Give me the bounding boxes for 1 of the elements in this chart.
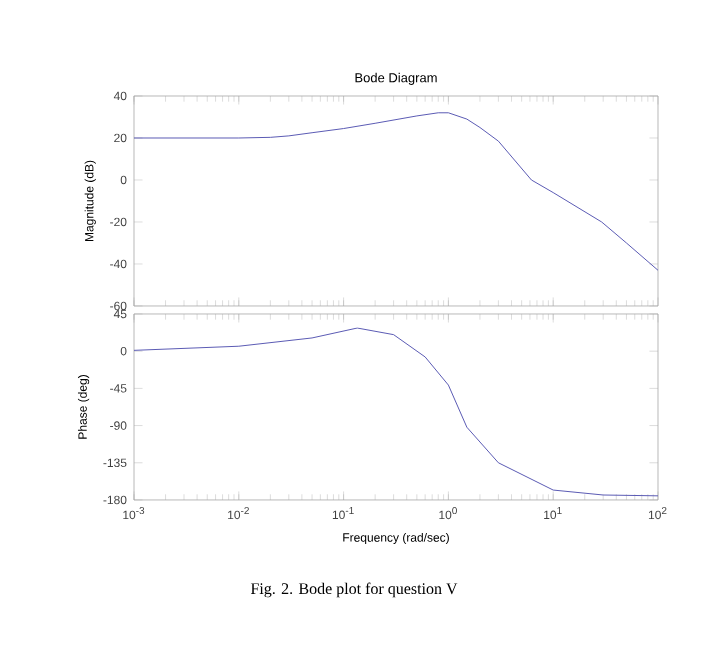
caption: Fig. 2. Bode plot for question V (250, 582, 458, 598)
